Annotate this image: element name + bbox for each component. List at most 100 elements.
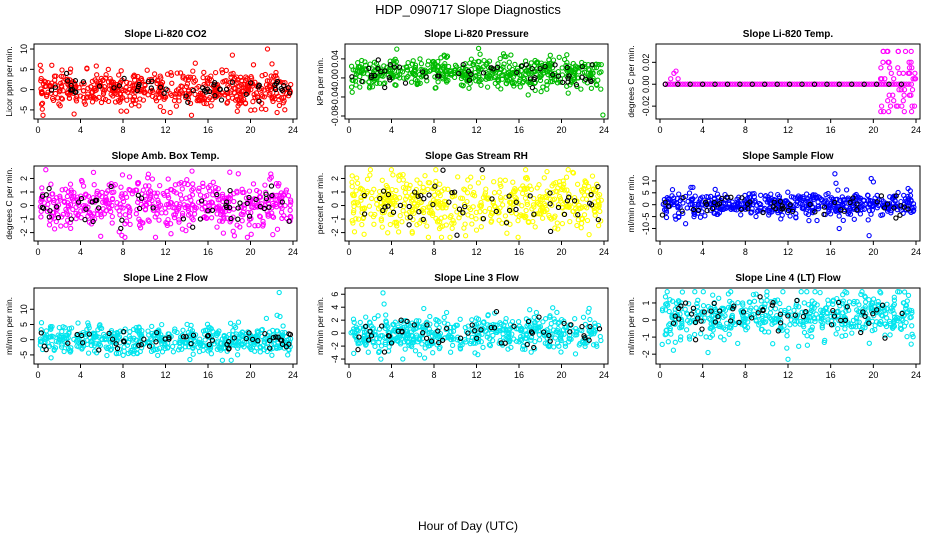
data-point <box>690 305 697 311</box>
data-point <box>846 299 853 305</box>
data-point <box>47 208 53 214</box>
data-point <box>410 58 416 64</box>
data-point <box>472 350 478 356</box>
data-point <box>152 234 159 240</box>
data-point <box>791 81 798 87</box>
x-tick-label: 8 <box>743 125 748 135</box>
data-point <box>470 204 476 210</box>
data-point <box>506 193 512 199</box>
data-point <box>396 173 402 179</box>
data-point <box>891 311 897 317</box>
data-point <box>358 186 364 192</box>
data-point <box>695 207 702 214</box>
data-point <box>67 66 74 72</box>
data-point <box>666 308 672 315</box>
data-point <box>188 197 194 203</box>
data-point <box>416 352 423 358</box>
data-point <box>560 79 566 86</box>
data-point <box>466 85 472 91</box>
data-point <box>162 345 168 352</box>
data-point <box>98 99 105 106</box>
data-point <box>257 349 263 355</box>
x-tick-label: 16 <box>203 247 213 257</box>
data-point <box>258 106 265 112</box>
data-point <box>212 93 218 99</box>
data-point <box>680 200 686 206</box>
data-point <box>532 87 538 94</box>
data-point <box>378 356 384 362</box>
data-point <box>525 92 531 98</box>
data-point <box>816 81 823 87</box>
data-point <box>58 83 64 89</box>
data-point <box>354 180 361 186</box>
data-point <box>784 345 790 351</box>
data-point <box>677 337 684 343</box>
data-point <box>709 81 716 87</box>
data-point <box>721 337 727 343</box>
data-point <box>734 81 741 87</box>
y-tick-label: 1 <box>330 189 340 194</box>
x-tick-label: 20 <box>245 370 255 380</box>
data-point <box>491 179 497 185</box>
data-point <box>686 190 693 196</box>
data-point <box>383 318 389 324</box>
data-point <box>675 214 682 220</box>
data-point <box>592 320 598 326</box>
data-point <box>749 312 755 318</box>
data-point <box>464 190 471 196</box>
data-point <box>779 212 785 218</box>
data-point <box>281 82 287 89</box>
data-point <box>161 192 168 198</box>
data-point <box>882 308 888 314</box>
data-point <box>504 78 511 84</box>
data-point <box>552 319 558 325</box>
data-point <box>495 83 501 89</box>
data-point <box>114 91 120 97</box>
data-point <box>362 62 369 68</box>
data-point <box>199 206 205 212</box>
data-point <box>735 340 741 347</box>
data-point <box>483 195 489 201</box>
data-point <box>478 224 484 230</box>
data-point <box>902 48 909 55</box>
data-point <box>472 328 478 334</box>
data-point <box>120 195 126 202</box>
x-tick-label: 20 <box>868 125 878 135</box>
data-point <box>766 207 773 214</box>
data-point <box>826 81 833 87</box>
data-point <box>71 198 77 204</box>
data-point <box>547 338 553 344</box>
data-point <box>122 191 128 197</box>
data-point <box>435 64 441 70</box>
data-point <box>784 81 790 87</box>
data-point <box>196 97 202 103</box>
data-point <box>190 68 196 74</box>
data-point <box>385 72 391 78</box>
data-point <box>404 331 410 338</box>
data-point <box>232 85 238 92</box>
data-point <box>843 187 850 193</box>
data-point <box>525 318 532 325</box>
data-point <box>527 324 533 330</box>
data-point <box>821 81 828 87</box>
data-point <box>451 220 457 226</box>
data-point <box>79 346 85 352</box>
data-point <box>145 78 152 85</box>
data-point <box>400 203 407 210</box>
data-point <box>368 195 375 202</box>
data-point <box>467 60 473 66</box>
data-point <box>887 194 893 200</box>
data-point <box>188 112 195 118</box>
data-point <box>190 87 196 94</box>
data-point <box>273 334 279 340</box>
data-point <box>595 183 601 190</box>
data-point <box>502 213 509 219</box>
data-point <box>240 91 246 97</box>
data-point <box>220 230 227 236</box>
data-point <box>349 179 355 185</box>
data-point <box>679 208 685 214</box>
data-point <box>836 298 843 305</box>
data-point <box>366 337 372 343</box>
data-point <box>121 348 127 354</box>
data-point <box>504 230 510 236</box>
